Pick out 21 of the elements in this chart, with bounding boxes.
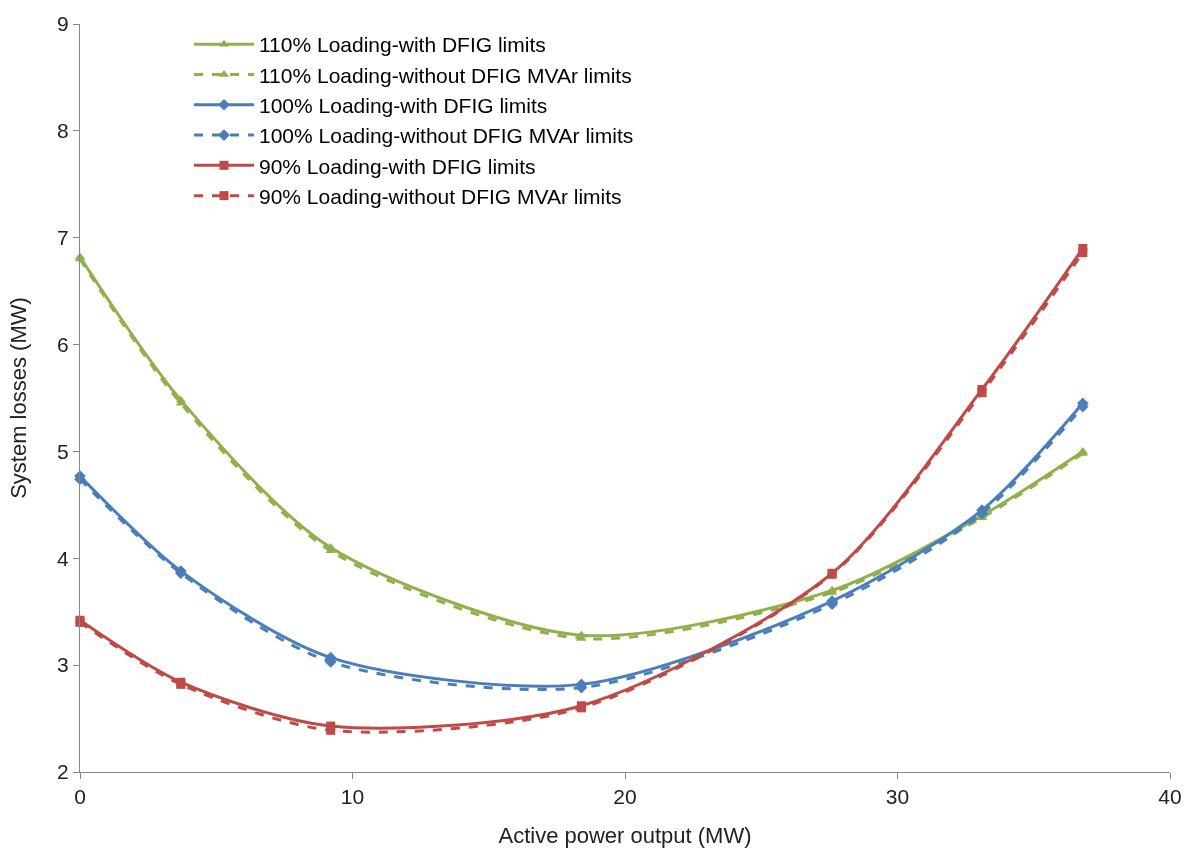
x-tick-label: 20	[613, 785, 637, 809]
y-tick-label: 2	[57, 760, 69, 784]
legend-label: 110% Loading-without DFIG MVAr limits	[259, 63, 632, 87]
y-tick-label: 3	[57, 653, 69, 677]
x-tick-label: 30	[885, 785, 910, 809]
x-tick-label: 10	[340, 785, 365, 809]
y-tick-label: 6	[57, 332, 69, 356]
y-axis-title: System losses (MW)	[6, 297, 31, 499]
y-tick-label: 9	[57, 12, 69, 36]
legend-label: 90% Loading-with DFIG limits	[259, 154, 536, 178]
y-tick-label: 8	[57, 119, 69, 143]
x-tick-label: 0	[74, 785, 86, 809]
y-tick-label: 7	[57, 226, 69, 250]
legend-label: 100% Loading-without DFIG MVAr limits	[259, 124, 634, 148]
x-tick-label: 40	[1158, 785, 1182, 809]
x-axis-title: Active power output (MW)	[498, 823, 752, 849]
legend-label: 100% Loading-with DFIG limits	[259, 93, 548, 117]
y-tick-label: 4	[57, 546, 70, 570]
y-tick-label: 5	[57, 439, 69, 463]
legend-label: 90% Loading-without DFIG MVAr limits	[259, 184, 622, 208]
legend-label: 110% Loading-with DFIG limits	[259, 33, 546, 57]
